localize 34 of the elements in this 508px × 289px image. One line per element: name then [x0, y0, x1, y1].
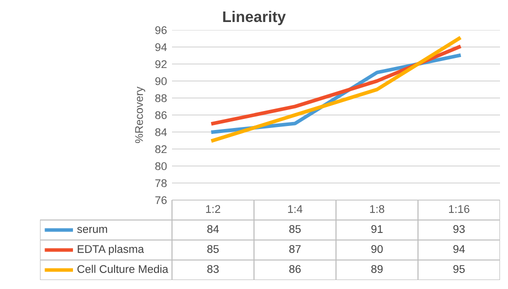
data-label: 93	[453, 225, 465, 233]
data-label: 86	[289, 265, 301, 273]
x-tick-label: 1:2	[206, 205, 220, 213]
data-label: 84	[207, 225, 219, 233]
data-label: 94	[453, 245, 465, 253]
y-axis-title: %Recovery	[135, 86, 146, 144]
x-tick-label: 1:8	[370, 205, 384, 213]
y-tick-label: 82	[155, 145, 167, 154]
x-tick-label: 1:4	[288, 205, 302, 213]
y-tick-label: 80	[155, 162, 167, 170]
x-tick-label: 1:16	[449, 205, 470, 213]
y-tick-label: 88	[155, 94, 167, 102]
y-tick-label: 84	[155, 128, 167, 136]
chart-title: Linearity	[223, 10, 286, 26]
data-label: 83	[207, 265, 219, 273]
data-label: 90	[371, 245, 383, 253]
data-label: 91	[371, 225, 383, 233]
legend-label: EDTA plasma	[78, 244, 144, 256]
y-tick-label: 96	[155, 26, 167, 34]
data-label: 95	[453, 265, 465, 273]
y-tick-label: 94	[155, 43, 167, 52]
data-label: 89	[371, 265, 383, 273]
y-tick-label: 90	[155, 77, 167, 86]
y-tick-label: 92	[155, 60, 167, 68]
line-series	[211, 36, 461, 142]
y-tick-label: 76	[155, 196, 167, 204]
data-label: 87	[289, 245, 301, 253]
legend-label: serum	[77, 226, 108, 233]
data-label: 85	[207, 245, 219, 253]
data-label: 85	[289, 225, 301, 233]
legend-label: Cell Culture Media	[77, 264, 168, 273]
y-tick-label: 78	[155, 179, 167, 188]
y-tick-label: 86	[155, 111, 167, 120]
line-series	[211, 45, 461, 126]
